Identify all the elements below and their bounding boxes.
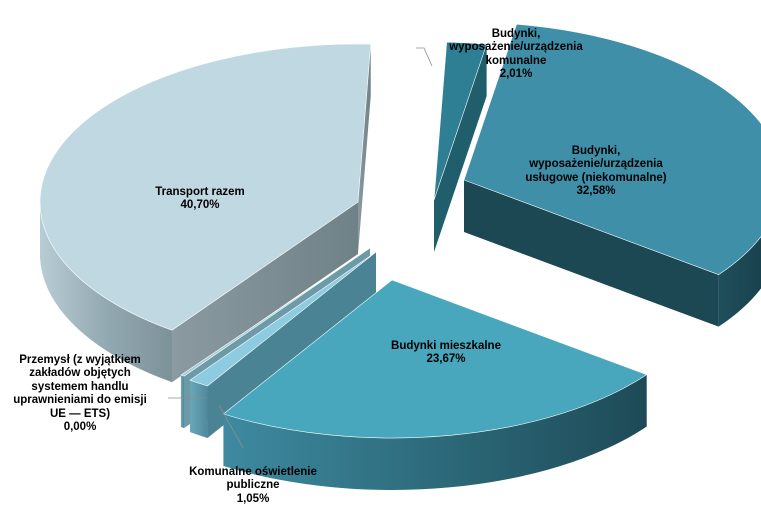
- slice-percent: 2,01%: [499, 68, 533, 80]
- slice-label-transport: Transport razem 40,70%: [130, 172, 270, 226]
- pie-slice-oswietlenie: [189, 251, 377, 438]
- slice-cut-face: [358, 44, 371, 254]
- pie-slice-transport: [39, 43, 372, 383]
- slice-side-wall: [223, 374, 647, 490]
- slice-percent: 1,05%: [236, 492, 270, 505]
- slice-top-face: [189, 251, 377, 387]
- slice-cut-face: [172, 202, 358, 383]
- leader-line-oswietlenie: [218, 404, 244, 449]
- slice-top-face: [463, 23, 761, 275]
- slice-label-budynki-uslugowe: Budynki, wyposażenie/urządzenia usługowe…: [498, 131, 694, 212]
- slice-top-face: [433, 41, 488, 201]
- pie-slice-budynki-uslugowe: [463, 23, 761, 327]
- slice-percent: 40,70%: [180, 199, 220, 211]
- slice-percent: 0,00%: [63, 421, 97, 433]
- slice-side-wall: [190, 380, 208, 438]
- pie-slice-budynki-mieszkalne: [222, 279, 648, 490]
- pie-chart: Budynki, wyposażenie/urządzenia komunaln…: [2, 14, 761, 505]
- slice-cut-face: [464, 180, 719, 327]
- slice-cut-face: [434, 44, 487, 252]
- slice-top-face: [222, 279, 648, 439]
- slice-name: Budynki, wyposażenie/urządzenia komunaln…: [449, 27, 583, 67]
- slice-percent: 23,67%: [426, 353, 466, 365]
- slice-top-face: [39, 43, 372, 331]
- slice-name: Przemysł (z wyjątkiem zakładów objętych …: [13, 353, 147, 420]
- slice-name: Budynki mieszkalne: [391, 339, 501, 352]
- slice-label-oswietlenie: Komunalne oświetlenie publiczne 1,05%: [168, 452, 338, 520]
- slice-name: Budynki, wyposażenie/urządzenia usługowe…: [525, 144, 667, 184]
- pie-plot-area: [39, 23, 761, 490]
- slice-side-wall: [40, 202, 173, 383]
- slice-side-wall: [718, 236, 761, 327]
- slice-percent: 32,58%: [576, 185, 616, 197]
- slice-name: Komunalne oświetlenie publiczne: [189, 465, 317, 492]
- slice-name: Transport razem: [155, 185, 245, 198]
- slice-label-przemysl: Przemysł (z wyjątkiem zakładów objętych …: [2, 340, 158, 448]
- slice-cut-face: [190, 252, 376, 433]
- slice-side-wall: [180, 375, 185, 429]
- slice-top-face: [180, 247, 371, 377]
- pie-slice-budynki-komunalne: [433, 41, 488, 252]
- leader-line-budynki-komunalne: [416, 47, 433, 67]
- slice-label-budynki-mieszkalne: Budynki mieszkalne 23,67%: [356, 326, 536, 380]
- slice-label-budynki-komunalne: Budynki, wyposażenie/urządzenia komunaln…: [418, 14, 614, 95]
